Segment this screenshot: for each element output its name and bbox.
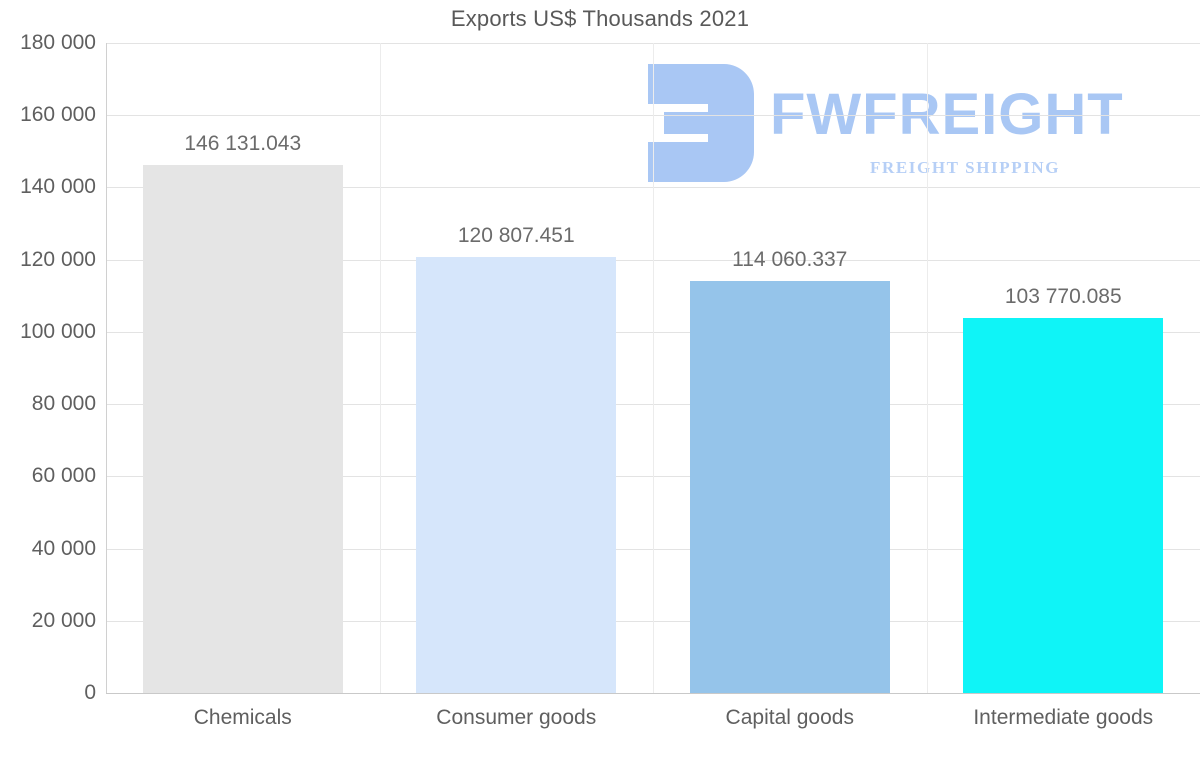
bar[interactable] (689, 281, 890, 693)
y-axis-tick-label: 0 (84, 681, 96, 704)
x-axis-tick-label: Chemicals (193, 706, 292, 729)
chart-title: Exports US$ Thousands 2021 (450, 6, 750, 31)
bar[interactable] (142, 165, 343, 693)
y-axis-tick-label: 180 000 (20, 31, 96, 54)
x-axis-tick-label: Capital goods (725, 706, 854, 729)
gridline-y (106, 693, 1200, 694)
bar[interactable] (963, 318, 1164, 693)
y-axis-tick-label: 40 000 (31, 536, 96, 560)
plot-area: 0 20 000 40 000 60 000 80 000 100 000 120 000 1… (20, 31, 1200, 704)
bar[interactable] (416, 256, 617, 693)
y-axis-tick-label: 20 000 (31, 608, 96, 632)
y-axis-tick-label: 80 000 (31, 392, 96, 416)
y-axis-tick-label: 140 000 (20, 175, 96, 199)
bar-value-label: 146 131.043 (184, 132, 302, 156)
gridline-x (653, 43, 654, 693)
gridline-x (380, 43, 381, 693)
axis-line-y (106, 43, 107, 693)
x-axis-tick-label: Intermediate goods (973, 706, 1154, 729)
bar-value-label: 120 807.451 (457, 223, 575, 247)
y-axis-tick-label: 160 000 (20, 103, 96, 127)
bar-value-label: 103 770.085 (1004, 285, 1122, 309)
gridline-x (927, 43, 928, 693)
bar-value-label: 114 060.337 (732, 248, 848, 272)
y-axis-tick-label: 100 000 (20, 319, 96, 343)
x-axis-tick-label: Consumer goods (436, 706, 597, 729)
y-axis-tick-label: 120 000 (20, 247, 96, 271)
y-axis-tick-label: 60 000 (31, 464, 96, 488)
